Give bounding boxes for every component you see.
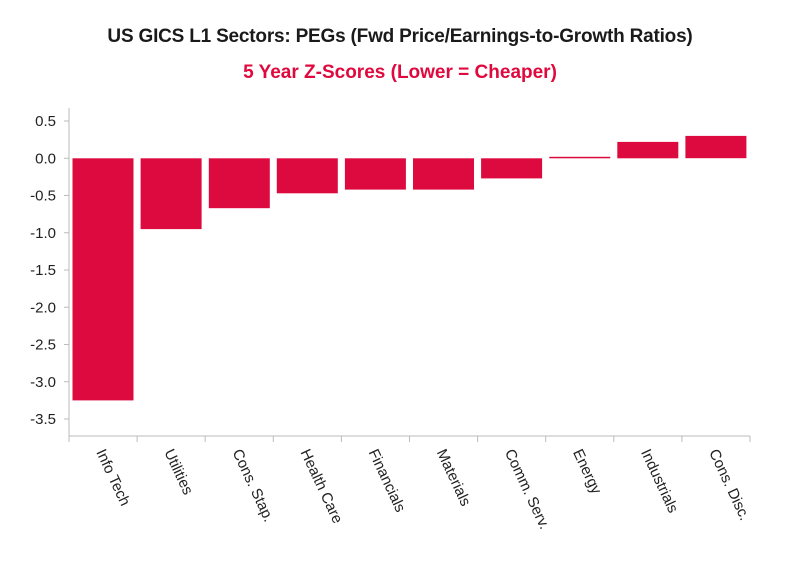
y-tick-label: -2.5 bbox=[30, 337, 56, 354]
x-tick-label: Health Care bbox=[297, 447, 346, 527]
x-tick-label: Industrials bbox=[637, 447, 681, 516]
y-tick-label: -1.0 bbox=[30, 225, 56, 242]
x-tick-label: Materials bbox=[433, 447, 474, 509]
bar-industrials bbox=[617, 141, 679, 159]
y-tick-label: 0.5 bbox=[35, 113, 56, 130]
x-tick-label: Cons. Stap. bbox=[229, 447, 278, 525]
x-tick-label: Financials bbox=[365, 447, 409, 515]
y-tick-label: -2.0 bbox=[30, 299, 56, 316]
y-tick-label: -1.5 bbox=[30, 262, 56, 279]
x-tick-label: Info Tech bbox=[92, 447, 133, 509]
bar-comm-serv bbox=[481, 158, 543, 179]
y-tick-label: -0.5 bbox=[30, 188, 56, 205]
chart-subtitle: 5 Year Z-Scores (Lower = Cheaper) bbox=[243, 62, 557, 83]
x-tick-label: Utilities bbox=[160, 447, 196, 498]
bar-materials bbox=[413, 158, 474, 190]
y-tick-label: 0.0 bbox=[35, 150, 56, 167]
y-tick-label: -3.0 bbox=[30, 374, 56, 391]
bar-energy bbox=[549, 156, 611, 159]
x-tick-label: Energy bbox=[569, 447, 605, 498]
bar-utilities bbox=[140, 158, 202, 230]
bar-health-care bbox=[276, 158, 338, 194]
bar-info-tech bbox=[72, 158, 134, 401]
bar-cons-disc bbox=[685, 135, 747, 159]
bar-financials bbox=[344, 158, 406, 190]
x-tick-label: Comm. Serv. bbox=[501, 447, 553, 532]
y-tick-label: -3.5 bbox=[30, 411, 56, 428]
x-tick-label: Cons. Disc. bbox=[705, 447, 753, 524]
chart-title: US GICS L1 Sectors: PEGs (Fwd Price/Earn… bbox=[107, 26, 693, 47]
bar-cons-stap bbox=[208, 158, 270, 209]
